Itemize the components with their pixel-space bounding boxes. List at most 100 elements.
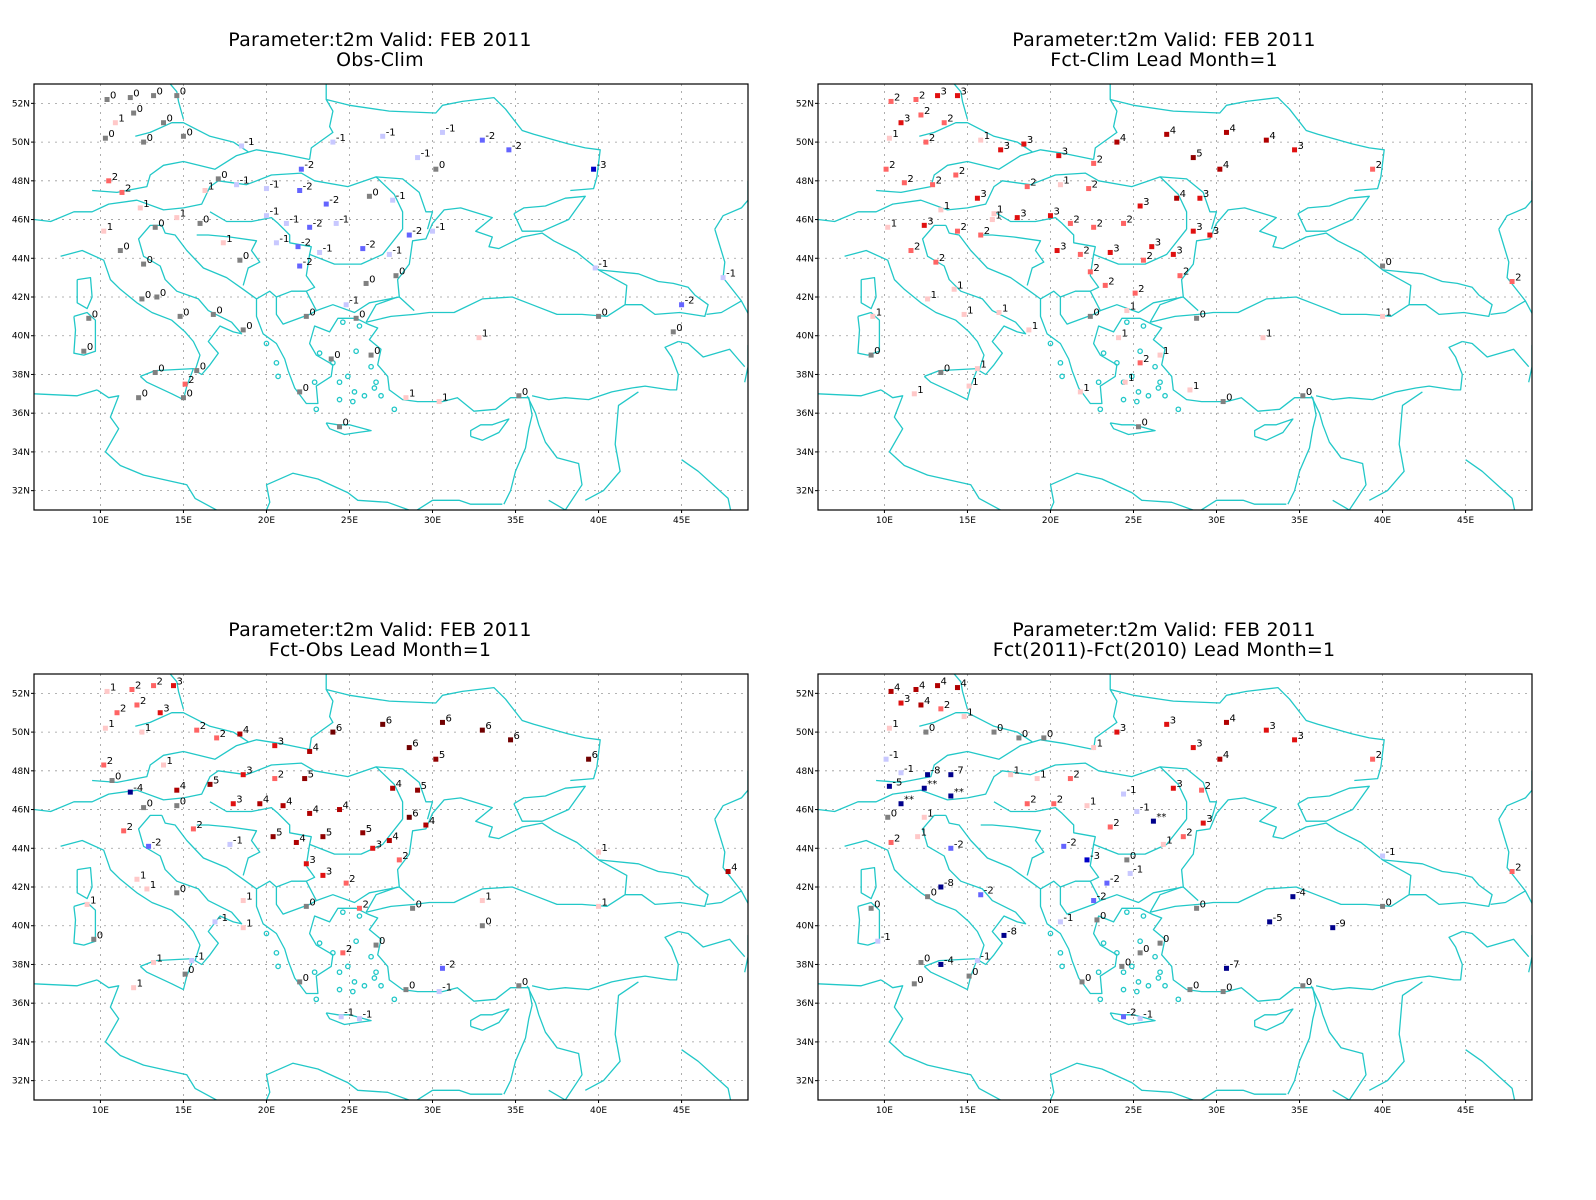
station-marker [915, 834, 921, 840]
station-value: 1 [602, 843, 608, 854]
station-value: 2 [924, 106, 930, 117]
station-marker [933, 259, 939, 265]
station-value: 2 [1376, 160, 1382, 171]
station-marker [433, 166, 439, 172]
station-marker [237, 731, 243, 737]
station-value: -8 [931, 766, 941, 777]
station-value: 2 [278, 770, 284, 781]
station-value: 0 [359, 309, 365, 320]
lat-tick-label: 38N [12, 960, 30, 970]
station-marker [911, 981, 917, 987]
station-value: 2 [944, 700, 950, 711]
station-value: 1 [1193, 381, 1199, 392]
lat-tick-label: 34N [12, 1038, 30, 1048]
station-value: -3 [1090, 851, 1100, 862]
station-value: 3 [278, 737, 284, 748]
station-value: 0 [92, 309, 98, 320]
station-marker [1124, 308, 1130, 314]
station-value: 3 [1053, 207, 1059, 218]
station-marker [1001, 932, 1007, 938]
station-marker [1087, 269, 1093, 275]
station-marker [591, 166, 597, 172]
lat-tick-label: 52N [796, 99, 814, 109]
station-value: 2 [947, 114, 953, 125]
station-marker [340, 950, 346, 956]
station-marker [1107, 249, 1113, 255]
station-value: 0 [379, 936, 385, 947]
station-marker [1380, 263, 1386, 269]
station-marker [1177, 273, 1183, 279]
station-marker [1041, 735, 1047, 741]
station-marker [380, 721, 386, 727]
station-marker [297, 389, 303, 395]
station-value: 1 [944, 201, 950, 212]
station-marker [333, 220, 339, 226]
station-marker [101, 228, 107, 234]
station-marker [406, 232, 412, 238]
station-value: 2 [1127, 214, 1133, 225]
station-marker [239, 143, 245, 149]
station-value: 2 [1097, 154, 1103, 165]
station-marker [1200, 820, 1206, 826]
station-marker [396, 857, 402, 863]
station-value: 0 [874, 346, 880, 357]
station-value: 2 [1515, 273, 1521, 284]
station-value: 1 [442, 393, 448, 404]
station-value: 0 [1193, 981, 1199, 992]
station-marker [283, 220, 289, 226]
station-marker [954, 685, 960, 691]
station-marker [1021, 141, 1027, 147]
lat-tick-label: 40N [796, 332, 814, 342]
station-marker [991, 211, 997, 217]
lon-tick-label: 45E [673, 1106, 690, 1116]
station-value: 2 [894, 833, 900, 844]
station-value: -2 [313, 218, 323, 229]
station-value: 0 [303, 383, 309, 394]
station-value: 3 [904, 114, 910, 125]
station-value: 0 [1141, 418, 1147, 429]
station-value: 0 [1306, 977, 1312, 988]
station-value: 0 [123, 242, 129, 253]
grid-lines [818, 674, 1532, 1100]
station-value: 2 [960, 222, 966, 233]
station-marker [1137, 950, 1143, 956]
station-marker [1190, 228, 1196, 234]
lat-tick-label: 46N [12, 806, 30, 816]
panel-title-line1: Parameter:t2m Valid: FEB 2011 [228, 619, 532, 641]
station-marker [415, 155, 421, 161]
station-value: 2 [1143, 354, 1149, 365]
station-marker [918, 702, 924, 708]
lon-tick-label: 25E [341, 516, 358, 526]
station-marker [888, 839, 894, 845]
station-marker [925, 894, 931, 900]
station-marker [948, 793, 954, 799]
station-value: 2 [936, 176, 942, 187]
station-value: 1 [1063, 176, 1069, 187]
station-marker [725, 869, 731, 875]
station-value: -1 [195, 952, 205, 963]
station-marker [1014, 215, 1020, 221]
station-marker [1140, 257, 1146, 263]
lat-tick-label: 50N [12, 138, 30, 148]
lon-tick-label: 10E [92, 516, 109, 526]
station-value: 3 [1213, 226, 1219, 237]
station-value: 6 [485, 721, 491, 732]
station-marker [978, 892, 984, 898]
station-marker [1087, 313, 1093, 319]
station-value: 2 [1146, 251, 1152, 262]
station-marker [1160, 841, 1166, 847]
station-marker [875, 938, 881, 944]
station-marker [194, 727, 200, 733]
station-value: 5 [439, 750, 445, 761]
station-marker [202, 188, 208, 193]
lat-tick-label: 42N [12, 883, 30, 893]
station-marker [679, 302, 685, 308]
map-panel-fct-diff: Parameter:t2m Valid: FEB 2011 Fct(2011)-… [784, 620, 1544, 1140]
station-value: 3 [309, 855, 315, 866]
lon-tick-label: 30E [424, 1106, 441, 1116]
station-value: 0 [522, 387, 528, 398]
station-marker [330, 729, 336, 735]
station-value: 3 [1113, 243, 1119, 254]
station-value: 3 [1020, 209, 1026, 220]
station-value: -1 [436, 222, 446, 233]
